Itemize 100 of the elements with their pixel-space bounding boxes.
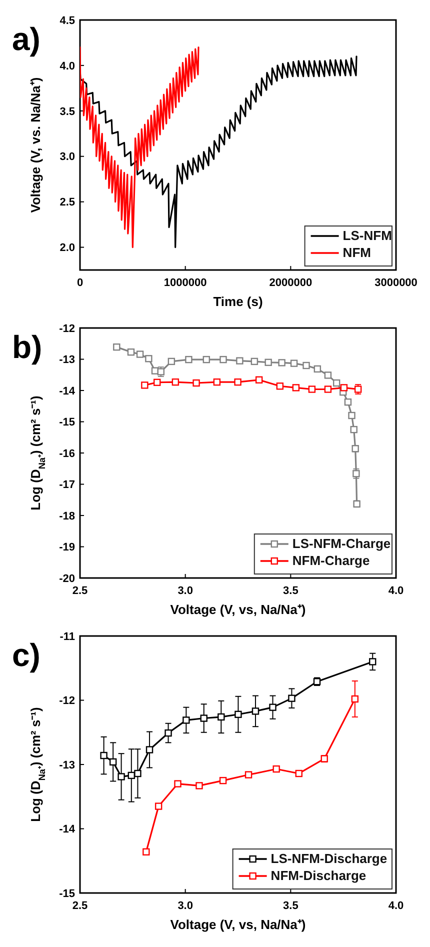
y-tick-label: 3.0 [60,151,75,164]
point [234,378,242,386]
point [142,848,150,856]
point [182,716,190,724]
point [250,358,258,366]
point [276,382,284,390]
x-axis-title: Voltage (V, vs, Na/Na⁺) [170,602,306,617]
point [292,384,300,392]
x-tick-label: 4.0 [388,900,404,912]
point [172,378,180,386]
y-tick-label: -20 [59,572,75,585]
legend-label: NFM [342,245,371,260]
point [109,758,117,766]
point [255,376,263,384]
point [295,770,302,778]
point [185,356,192,364]
y-tick-label: -16 [59,448,75,460]
point [352,445,359,452]
point [192,379,200,387]
y-tick-label: 2.5 [60,196,75,209]
point [340,384,348,392]
line-series [80,46,200,248]
point [324,372,332,379]
point [141,382,148,389]
y-tick-label: -13 [59,354,75,366]
point [118,773,125,780]
point [220,356,227,364]
point [164,729,172,737]
x-tick-label: 3000000 [374,277,418,289]
x-tick-label: 3.0 [178,900,193,912]
legend-label: NFM-Charge [292,553,370,568]
text: c) [12,637,40,673]
point [351,695,359,703]
text: b) [12,329,42,365]
x-tick-label: 3.0 [178,585,193,597]
point [290,360,298,367]
point [272,765,280,773]
point [264,358,272,366]
point [348,412,356,420]
x-axis-title: Time (s) [213,294,263,309]
point [234,710,242,718]
point [332,379,340,387]
x-tick-label: 1000000 [164,277,207,289]
point [146,746,154,754]
point [252,708,260,715]
point [154,378,161,386]
point [352,470,360,478]
legend-label: LS-NFM-Charge [292,536,391,551]
legend-label: NFM-Discharge [270,868,366,883]
x-axis-title: Voltage (V, vs, Na/Na⁺) [170,917,306,932]
y-tick-label: -15 [59,416,75,429]
point [174,780,182,788]
point [200,714,208,722]
point [218,713,225,721]
point [314,365,322,373]
y-tick-label: -13 [59,759,75,772]
point [154,802,162,810]
y-tick-label: 2.0 [60,242,75,254]
point [113,343,120,351]
y-tick-label: -15 [59,888,75,900]
x-tick-label: 2000000 [269,277,312,289]
y-tick-label: 4.0 [60,60,75,72]
legend-label: LS-NFM-Discharge [270,851,388,866]
x-tick-label: 2.5 [72,585,88,597]
point [151,367,159,374]
y-axis-title: Voltage (V, vs. Na/Na⁺) [28,77,43,213]
x-tick-label: 0 [76,277,84,289]
y-tick-label: -12 [59,695,75,708]
y-tick-label: -14 [59,385,76,398]
x-tick-label: 2.5 [72,900,88,912]
legend-label: LS-NFM [342,228,392,243]
point [145,355,152,362]
point [213,378,221,386]
point [308,386,316,393]
point [168,358,176,366]
x-tick-label: 3.5 [283,900,298,912]
point [134,770,142,778]
y-tick-label: -12 [59,322,75,335]
point [369,658,376,666]
y-tick-label: -17 [59,479,75,492]
x-tick-label: 3.5 [283,585,298,597]
y-tick-label: -18 [59,510,75,522]
y-tick-label: 4.5 [60,14,75,27]
point [100,752,108,760]
point [324,386,332,393]
point [244,771,252,778]
point [236,357,244,364]
point [269,704,276,711]
point [350,426,358,434]
text: a) [12,21,40,57]
point [136,350,144,358]
point [127,348,135,356]
y-tick-label: -14 [59,824,76,836]
point [302,362,310,370]
x-tick-label: 4.0 [388,585,404,597]
point [278,359,286,366]
y-tick-label: -19 [59,542,75,554]
point [219,776,227,784]
point [196,782,203,790]
y-tick-label: 3.5 [60,106,75,118]
